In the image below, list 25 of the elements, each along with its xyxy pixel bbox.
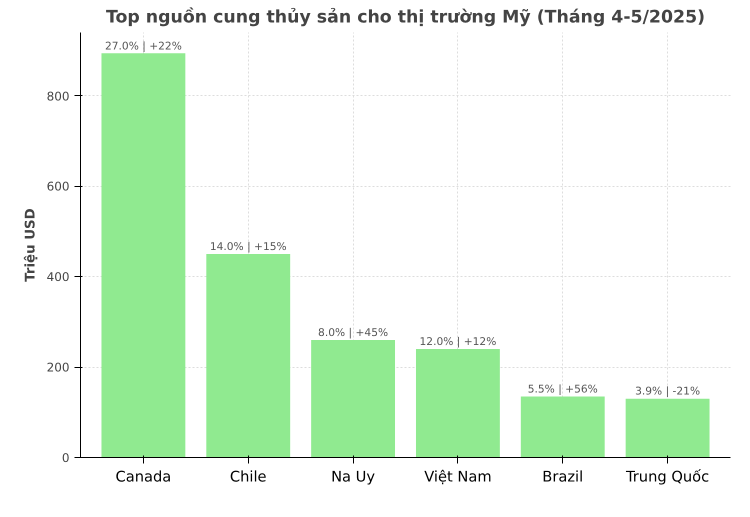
x-tick-label: Việt Nam: [424, 468, 492, 486]
x-tick-label: Canada: [116, 468, 172, 486]
annotation: 12.0% | +12%: [420, 334, 496, 348]
x-tick-label: Trung Quốc: [624, 468, 710, 486]
annotation: 27.0% | +22%: [104, 39, 182, 52]
bar: [206, 254, 290, 458]
annotation: 3.9% | -21%: [635, 384, 700, 398]
bar: [416, 348, 500, 458]
annotation: 5.5% | +56%: [528, 382, 598, 396]
annotation: 8.0% | +45%: [318, 326, 388, 339]
annotation: 14.0% | +15%: [210, 240, 287, 254]
bar: [626, 398, 710, 458]
chart-title: Top nguồn cung thủy sản cho thị trường Mỹ (Tháng 4-5/2025): [106, 6, 706, 28]
y-tick-label: 400: [46, 270, 70, 284]
bar: [311, 340, 396, 458]
x-tick-label: Brazil: [542, 468, 584, 486]
bar: [101, 53, 186, 458]
y-tick-label: 800: [46, 89, 70, 104]
x-tick-label: Chile: [230, 468, 267, 486]
y-tick-label: 0: [62, 451, 70, 465]
y-tick-label: 200: [46, 360, 70, 375]
x-tick-label: Na Uy: [331, 468, 376, 486]
bar: [520, 396, 605, 458]
y-tick-label: 600: [46, 180, 70, 194]
y-axis-title: Triệu USD: [24, 208, 39, 282]
